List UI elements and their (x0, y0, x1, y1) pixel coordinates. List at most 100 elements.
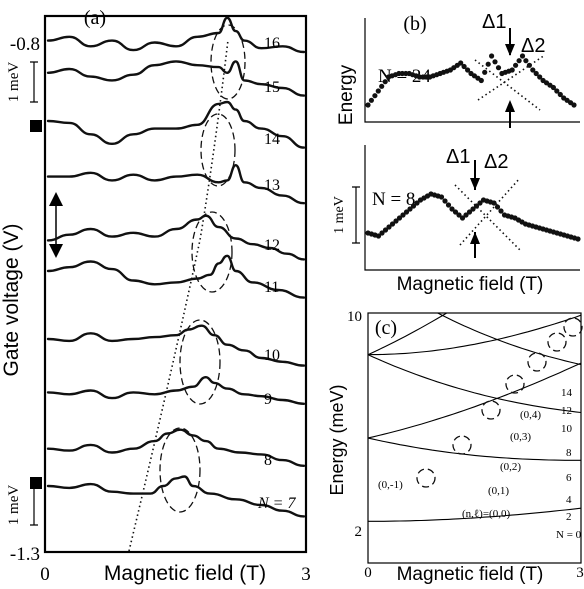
level-label-0-4: (0,4) (520, 409, 541, 421)
point-n24 (465, 67, 471, 73)
point-n8 (379, 230, 385, 236)
panel-a: (a) -0.8 -1.3 0 3 Magnetic field (T) Gat… (0, 7, 311, 585)
series-label-n8: N = 8 (372, 189, 415, 210)
trace-label-12: 12 (264, 237, 280, 254)
panel-b-upper-axes (364, 18, 580, 123)
upper-delta-2: Δ2 (521, 35, 545, 57)
trace-label-13: 13 (264, 177, 280, 194)
panel-a-label: (a) (84, 7, 106, 29)
level-n0-l1 (368, 437, 581, 461)
crossing-circle (547, 332, 567, 352)
point-n8 (407, 206, 413, 212)
scale-bar-bottom-label: 1 meV (6, 485, 22, 526)
point-n8 (389, 221, 396, 227)
point-n24 (365, 102, 371, 108)
point-n8 (456, 212, 462, 218)
marker-square-top (30, 120, 42, 132)
trace-15 (46, 60, 306, 97)
point-n8 (452, 209, 459, 215)
point-n24 (516, 58, 522, 64)
trace-12 (46, 214, 306, 261)
panel-c-y-axis-label: Energy (meV) (327, 384, 347, 495)
ellipse-8-7 (159, 427, 201, 513)
point-n24 (489, 53, 495, 59)
scale-bar-bottom: 1 meV (6, 484, 38, 526)
trace-13 (46, 164, 306, 205)
crossing-circle (481, 400, 501, 420)
level-labels: (n,ℓ)=(0,0) (0,1) (0,2) (0,3) (0,4) (0,-… (378, 409, 541, 520)
panel-c-x-tick-3: 3 (576, 565, 584, 581)
filling-label-2: 2 (566, 511, 572, 523)
point-n8 (466, 209, 473, 215)
filling-label-6: 6 (566, 472, 572, 484)
trace-10 (46, 324, 306, 367)
marker-square-bottom (30, 477, 42, 489)
double-arrow-icon (49, 192, 63, 258)
filling-label-10: 10 (561, 423, 573, 435)
panel-c-x-tick-0: 0 (364, 565, 372, 581)
filling-label-12: 12 (561, 405, 572, 417)
trace-label-8: 8 (264, 452, 272, 469)
trace-7 (46, 475, 306, 518)
point-n8 (459, 215, 466, 221)
lower-anticrossing-guides (454, 160, 521, 258)
panel-a-ellipses (159, 24, 246, 513)
panel-a-x-tick-0: 0 (40, 564, 50, 585)
panel-c-label: (c) (375, 317, 397, 339)
point-n24 (571, 102, 577, 108)
ellipse-14-13 (200, 113, 236, 187)
filling-label-14: 14 (561, 387, 573, 399)
point-n8 (396, 215, 403, 221)
y-bottom-label: -1.3 (10, 544, 40, 565)
panel-c: (c) 10 2 Energy (meV) 0 3 Magnetic field… (327, 309, 584, 585)
scale-bar-top-label: 1 meV (6, 62, 22, 103)
point-n24 (513, 62, 519, 68)
guide-dotted-line (128, 39, 229, 552)
panel-b: (b) Energy N = 24 1 meV N = 8 Magnetic f… (332, 11, 581, 295)
point-n24 (458, 60, 464, 66)
point-n24 (533, 70, 539, 77)
panel-b-x-axis-label: Magnetic field (T) (397, 274, 544, 295)
point-n24 (482, 69, 488, 75)
panel-c-y-tick-10: 10 (347, 309, 362, 325)
level-n0-l-1 (368, 362, 581, 439)
point-n8 (403, 209, 410, 215)
point-n24 (519, 53, 526, 59)
trace-label-9: 9 (264, 391, 272, 408)
level-n0-l2 (368, 354, 581, 414)
panel-b-points (365, 53, 581, 242)
filling-label-n0: N = 0 (556, 529, 582, 541)
trace-9 (46, 376, 306, 405)
level-n0-l-2 (368, 313, 448, 356)
upper-anticrossing-guides (474, 28, 546, 128)
scale-bar-top: 1 meV (6, 61, 38, 103)
point-n8 (400, 212, 406, 218)
point-n8 (410, 203, 417, 209)
upper-delta-1: Δ1 (482, 11, 506, 33)
point-n24 (495, 65, 502, 71)
point-n24 (485, 61, 491, 67)
level-label-0-2: (0,2) (500, 461, 521, 473)
level-n1-l0 (368, 314, 581, 356)
lower-delta-1: Δ1 (446, 146, 470, 168)
point-n8 (442, 198, 448, 204)
point-n24 (375, 88, 381, 94)
trace-16 (46, 16, 306, 54)
point-n8 (463, 212, 469, 218)
point-n8 (375, 233, 382, 239)
panel-c-levels (368, 313, 581, 522)
point-n24 (550, 84, 557, 91)
point-n8 (393, 218, 399, 224)
panel-a-x-axis-label: Magnetic field (T) (104, 562, 266, 585)
point-n8 (470, 206, 476, 212)
crossing-circle (563, 317, 583, 337)
point-n24 (509, 67, 515, 73)
point-n8 (575, 236, 581, 242)
point-n24 (537, 74, 543, 80)
point-n24 (478, 77, 484, 84)
level-label-0-m1: (0,-1) (378, 479, 403, 491)
trace-label-10: 10 (264, 347, 280, 364)
series-label-n24: N = 24 (378, 66, 431, 87)
filling-label-4: 4 (566, 494, 572, 506)
